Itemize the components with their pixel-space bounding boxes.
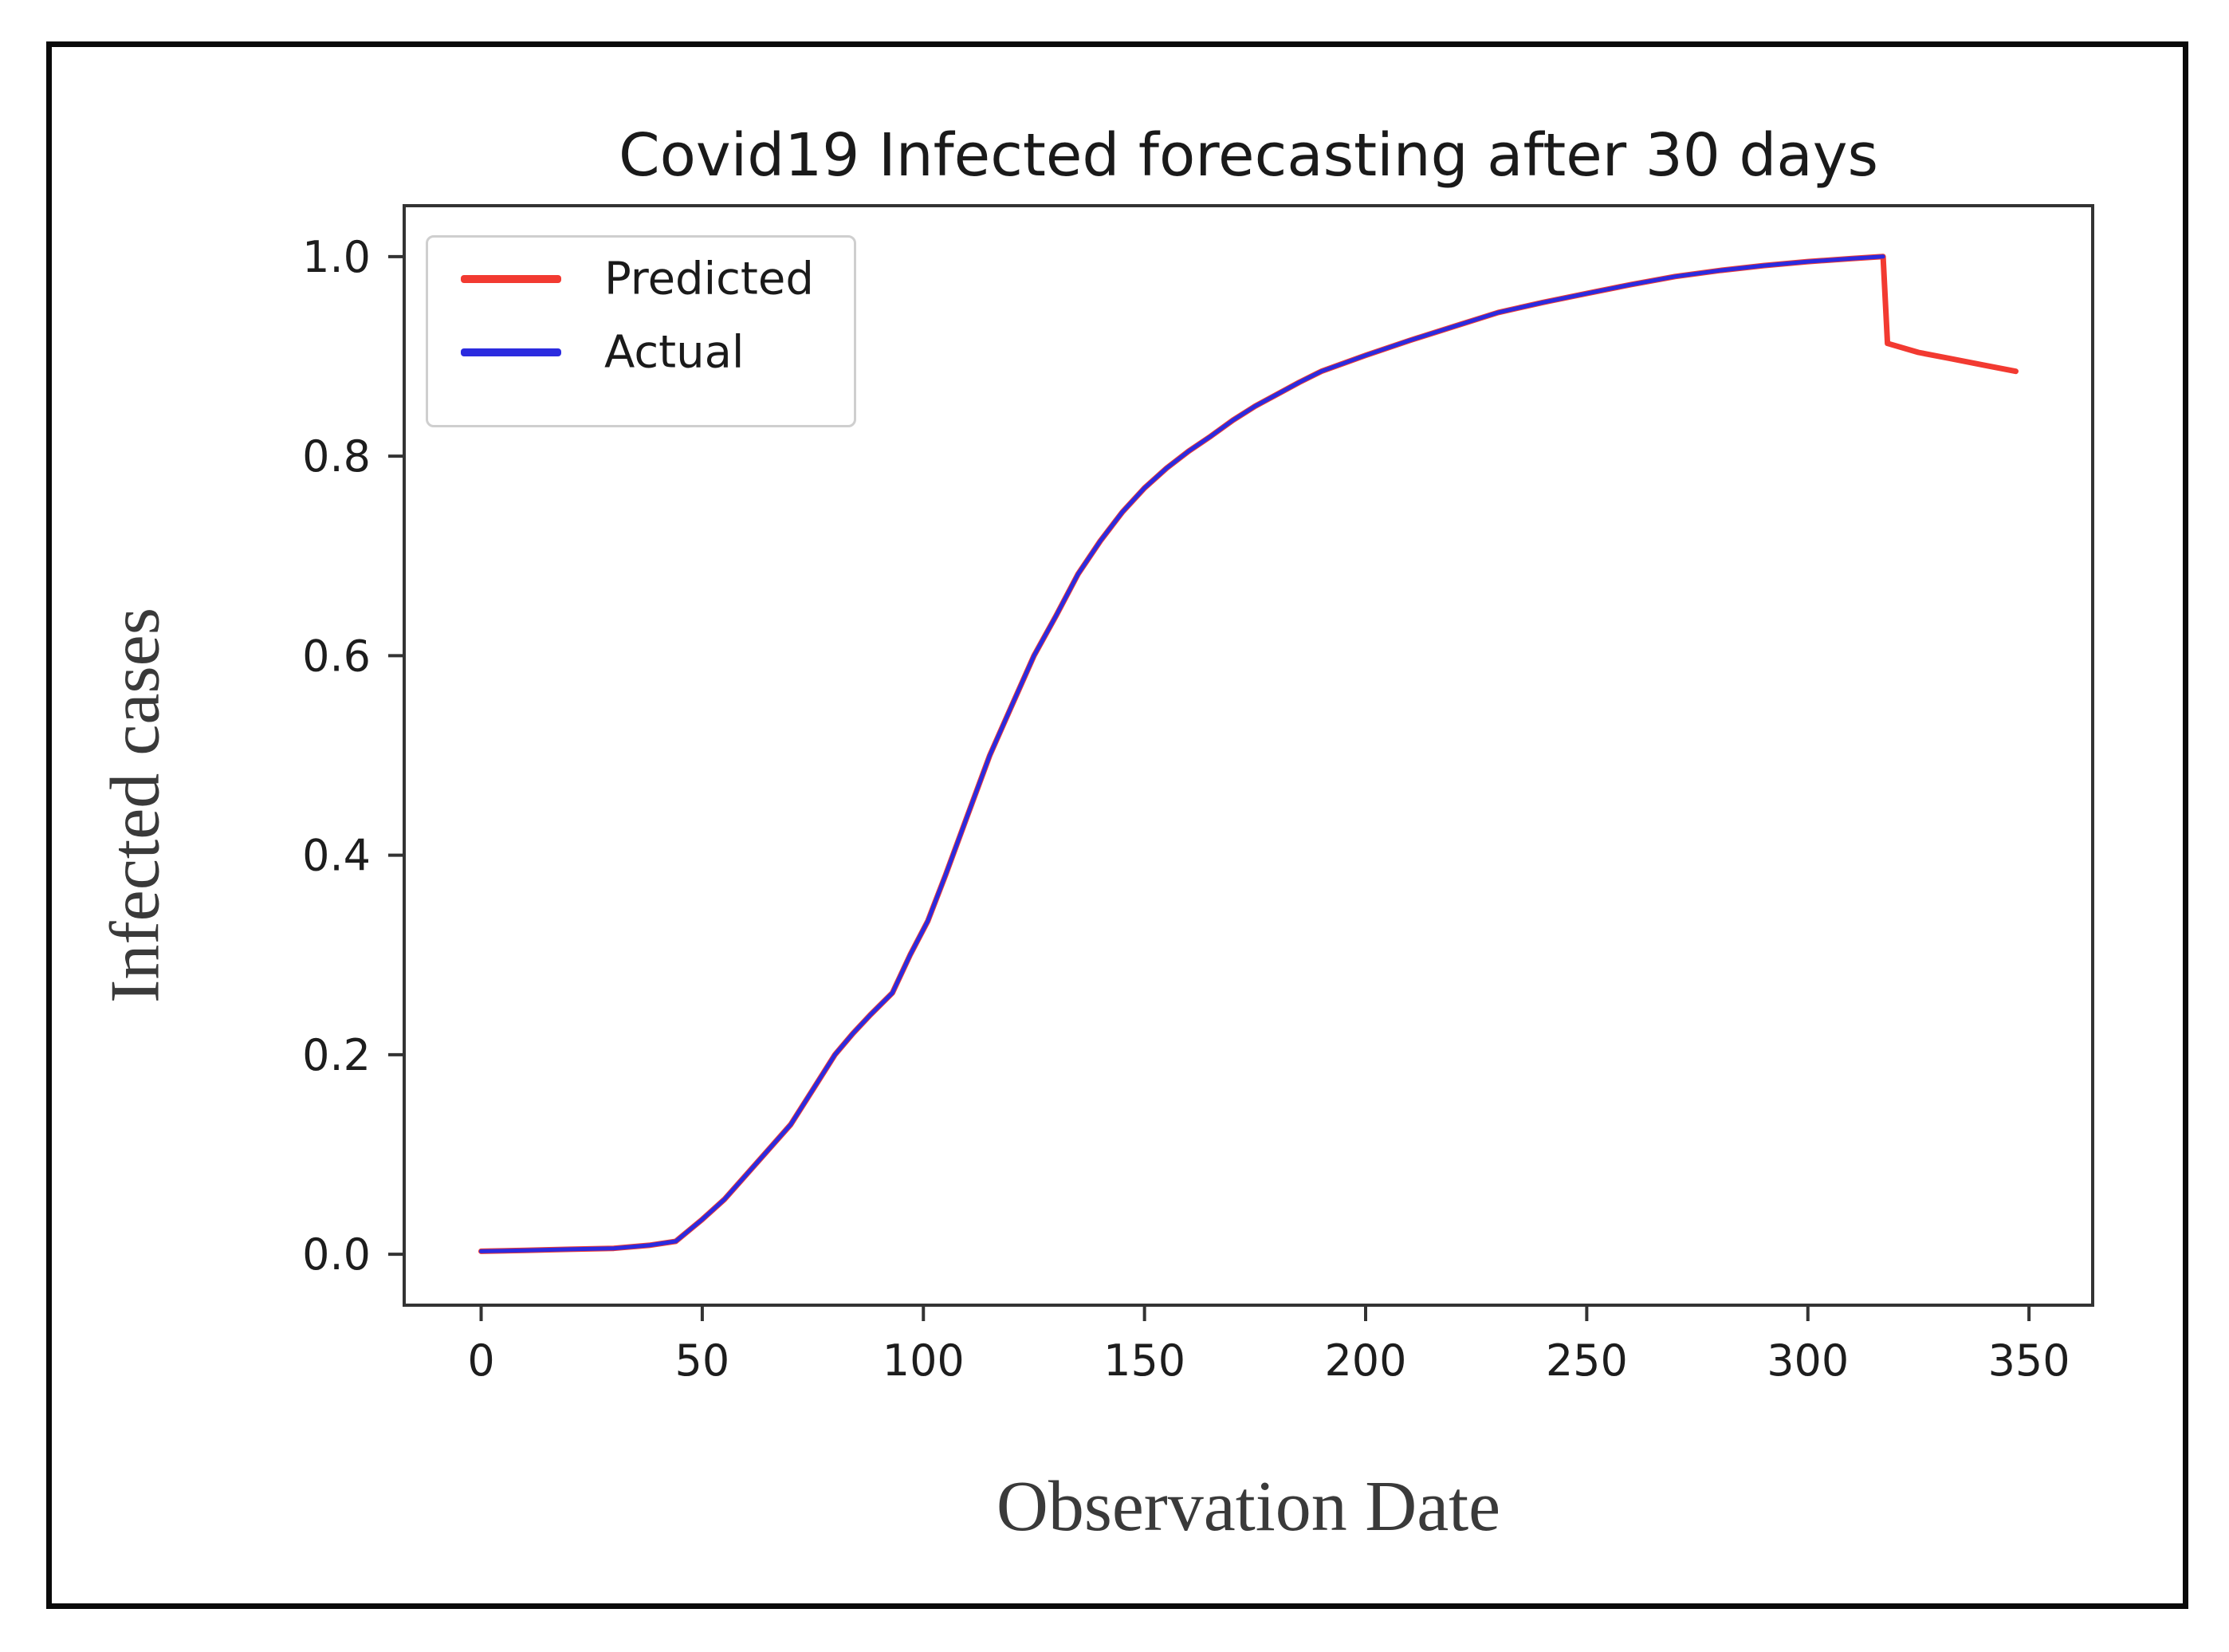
x-tick-label: 100: [883, 1335, 965, 1386]
legend-label-predicted: Predicted: [604, 253, 814, 305]
x-axis-label: Observation Date: [996, 1467, 1501, 1546]
y-tick-label: 1.0: [302, 232, 371, 282]
y-tick-label: 0.6: [302, 631, 371, 681]
y-tick-label: 0.4: [302, 831, 371, 881]
x-tick-label: 50: [675, 1335, 730, 1386]
predicted-line-swatch: [461, 275, 561, 283]
legend-label-actual: Actual: [604, 326, 745, 379]
chart-title: Covid19 Infected forecasting after 30 da…: [618, 121, 1879, 190]
x-tick-label: 250: [1546, 1335, 1628, 1386]
x-tick-label: 0: [467, 1335, 494, 1386]
y-tick-label: 0.8: [302, 431, 371, 482]
x-tick-label: 200: [1324, 1335, 1406, 1386]
x-tick-label: 300: [1767, 1335, 1849, 1386]
actual-line-swatch: [461, 348, 561, 356]
x-tick-label: 150: [1103, 1335, 1185, 1386]
plot-area-spines: [403, 204, 2094, 1307]
y-tick-label: 0.2: [302, 1030, 371, 1080]
legend-entry-predicted: Predicted: [428, 253, 854, 305]
x-tick-label: 350: [1988, 1335, 2070, 1386]
actual-line: [479, 254, 1885, 1253]
legend-box: Predicted Actual: [426, 235, 856, 427]
y-tick-label: 0.0: [302, 1229, 371, 1280]
y-axis-label: Infected cases: [96, 608, 175, 1003]
legend-entry-actual: Actual: [428, 326, 854, 379]
